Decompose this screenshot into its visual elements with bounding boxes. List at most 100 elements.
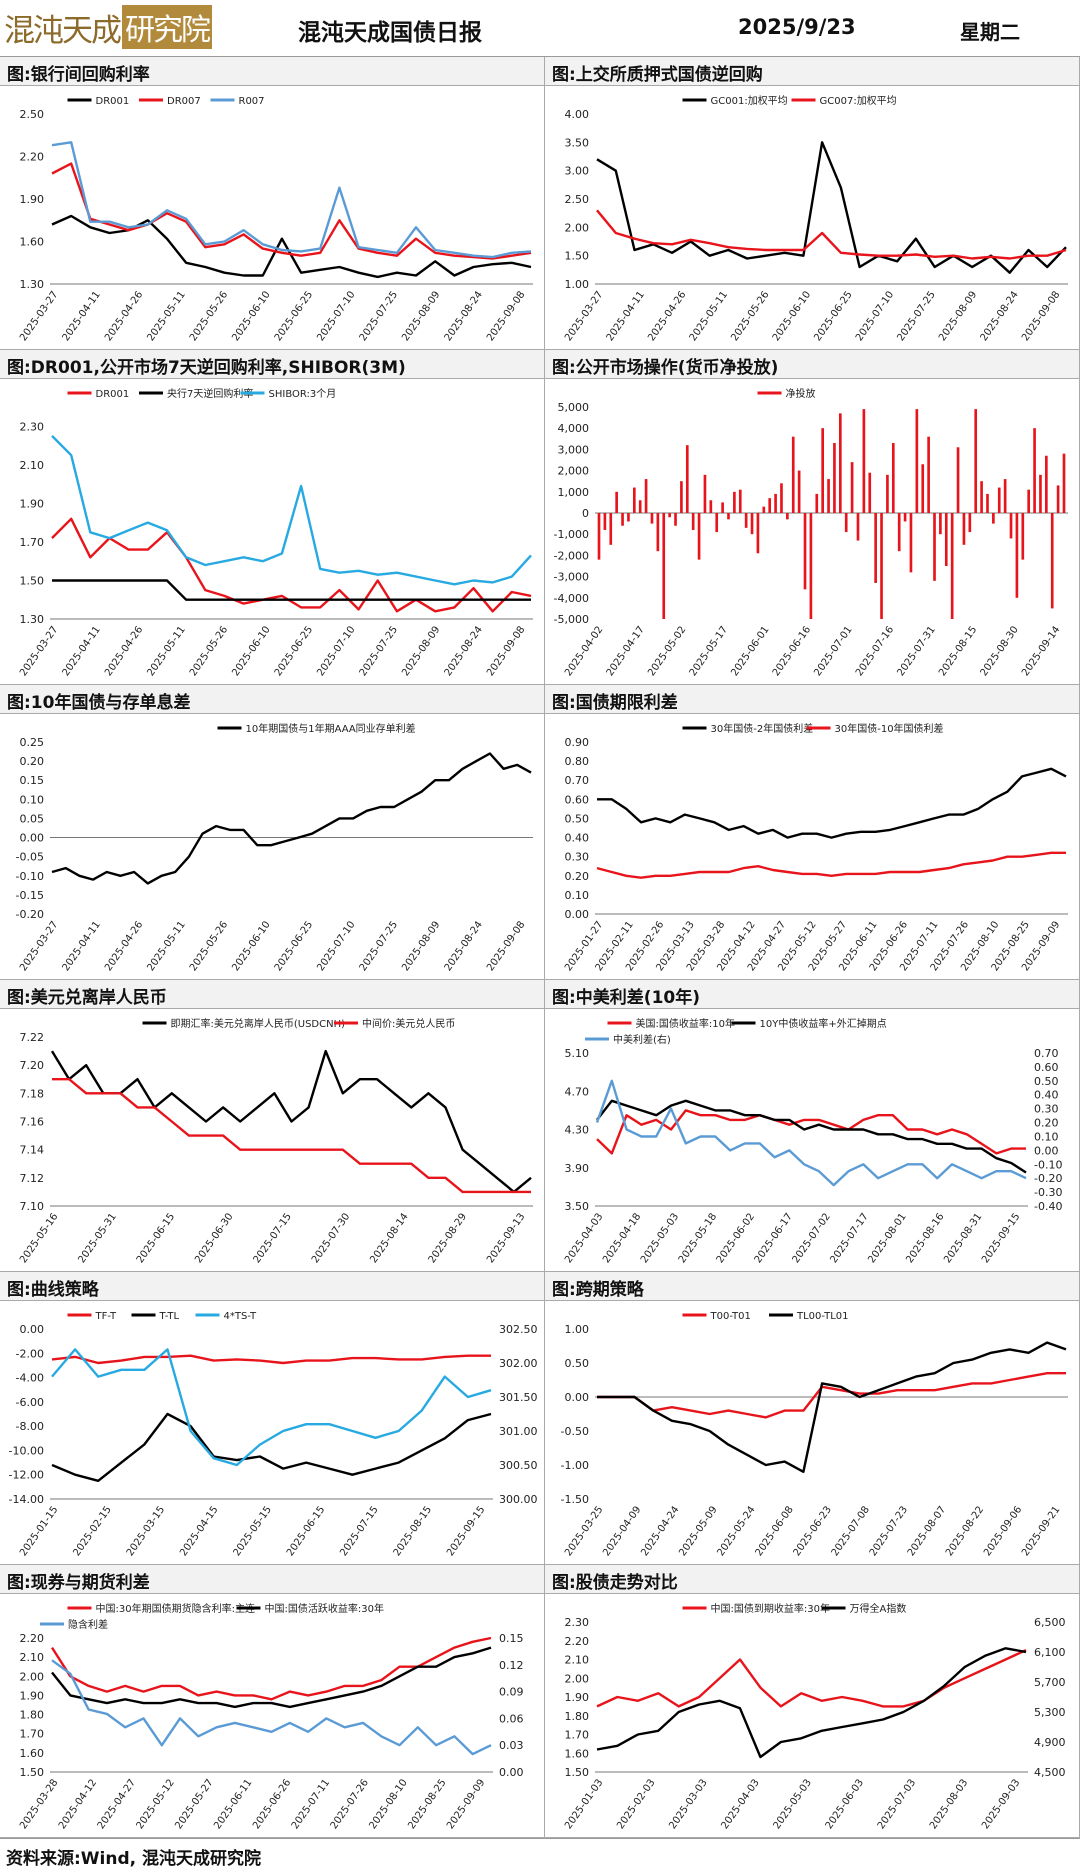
- y2-tick-label: 5,700: [1034, 1676, 1066, 1689]
- y-tick-label: 0.05: [20, 812, 45, 825]
- x-tick-label: 2025-04-26: [103, 624, 145, 678]
- x-axis: 2025-04-032025-04-182025-05-032025-05-18…: [563, 1211, 1022, 1265]
- x-tick-label: 2025-08-22: [944, 1504, 986, 1558]
- legend: T00-T01 TL00-TL01: [682, 1311, 849, 1322]
- y-tick-label: 1.60: [20, 1747, 45, 1760]
- y-tick-label: 3.90: [565, 1162, 590, 1175]
- chart-svg: TF-T T-TL 4*TS-T -14.00 -12.00 -10.00 -8.00 -6.…: [9, 1311, 538, 1558]
- legend-item: DR001: [67, 389, 129, 400]
- legend-item: 中美利差(右): [585, 1033, 671, 1046]
- chart-panel: 图:跨期策略 T00-T01 TL00-TL01 -1.50 -1.00 -0.50 0.0…: [545, 1272, 1080, 1565]
- legend-label: 中国:30年期国债期货隐含利率:主连: [96, 1602, 255, 1615]
- bar: [762, 506, 766, 513]
- bar: [874, 513, 877, 583]
- bar: [827, 479, 830, 513]
- bar: [838, 413, 842, 513]
- x-tick-label: 2025-09-15: [445, 1504, 487, 1558]
- x-tick-label: 2025-04-26: [103, 289, 145, 343]
- y2-tick-label: 301.00: [499, 1425, 538, 1438]
- y-tick-label: 0.10: [565, 889, 590, 902]
- y2-tick-label: 0.00: [499, 1766, 524, 1779]
- y-tick-label: -6.00: [16, 1396, 44, 1409]
- y-tick-label: 1.90: [20, 497, 45, 510]
- y-tick-label: 0.00: [20, 832, 45, 845]
- series-line: [51, 1646, 492, 1709]
- bar: [833, 443, 836, 513]
- legend-item: DR007: [139, 96, 201, 107]
- x-tick-label: 2025-06-15: [285, 1504, 327, 1558]
- y-tick-label: 7.22: [20, 1031, 45, 1044]
- x-tick-label: 2025-04-11: [61, 289, 103, 343]
- x-tick-label: 2025-05-11: [145, 624, 187, 678]
- y2-tick-label: 6,100: [1034, 1646, 1066, 1659]
- bar: [886, 474, 889, 513]
- legend-label: TL00-TL01: [796, 1311, 849, 1322]
- x-tick-label: 2025-08-25: [406, 1777, 448, 1831]
- bar: [744, 513, 748, 528]
- series-line: [51, 517, 532, 613]
- bar: [656, 513, 660, 552]
- x-tick-label: 2025-08-24: [443, 289, 485, 343]
- y2-tick-label: 5,300: [1034, 1706, 1066, 1719]
- x-axis: 2025-01-03 2025-02-03 2025-03-03 2025-04-03…: [563, 1777, 1022, 1831]
- y2-tick-label: 302.00: [499, 1357, 538, 1370]
- legend-item: GC007:加权平均: [791, 94, 897, 107]
- x-axis: 2025-03-252025-04-092025-04-242025-05-09…: [563, 1504, 1062, 1558]
- bar: [956, 447, 960, 513]
- y-tick-label: 2.50: [20, 108, 45, 121]
- x-axis: 2025-03-27 2025-04-11 2025-04-26 2025-05-11…: [18, 624, 527, 678]
- x-axis: 2025-04-02 2025-04-17 2025-05-02 2025-05-17…: [563, 624, 1062, 678]
- series-line: [51, 141, 532, 259]
- chart-title: 图:10年国债与存单息差: [0, 685, 544, 714]
- x-tick-label: 2025-06-17: [753, 1211, 795, 1265]
- x-axis: 2025-03-27 2025-04-11 2025-04-26 2025-05-11…: [18, 289, 527, 343]
- legend-item: TL00-TL01: [769, 1311, 849, 1322]
- x-tick-label: 2025-05-11: [145, 289, 187, 343]
- y2-tick-label: 0.30: [1034, 1103, 1059, 1116]
- x-tick-label: 2025-06-10: [230, 919, 272, 973]
- x-tick-label: 2025-04-12: [57, 1777, 99, 1831]
- logo-box: 研究院: [122, 5, 212, 49]
- y-tick-label: 3,000: [558, 443, 590, 456]
- chart-svg: 中国:国债到期收益率:30年 万得全A指数 1.50 1.60 1.70 1.80 1.90…: [563, 1602, 1066, 1831]
- legend-item: 10年期国债与1年期AAA同业存单利差: [217, 722, 416, 735]
- chart-panel: 图:曲线策略 TF-T T-TL 4*TS-T -14.00 -12.00 -10.00 -8…: [0, 1272, 545, 1565]
- y-tick-label: 2,000: [558, 465, 590, 478]
- legend: 净投放: [757, 387, 816, 400]
- chart-panel: 图:公开市场操作(货币净投放) 净投放 -5,000 -4,000 -3,000 -2,0…: [545, 350, 1080, 685]
- chart-title: 图:银行间回购利率: [0, 57, 544, 86]
- legend: DR001 DR007 R007: [67, 96, 265, 107]
- legend-label: 美国:国债收益率:10年: [636, 1017, 735, 1030]
- chart-svg: 净投放 -5,000 -4,000 -3,000 -2,000 -1,000 0 1,000 2…: [554, 387, 1068, 678]
- series-line: [596, 141, 1067, 274]
- y-tick-label: 5,000: [558, 401, 590, 414]
- x-tick-label: 2025-06-23: [792, 1504, 834, 1558]
- y-tick-label: 2.20: [20, 1632, 45, 1645]
- x-tick-label: 2025-06-02: [715, 1211, 757, 1265]
- bar: [803, 513, 807, 590]
- y-axis: 0.00 0.10 0.20 0.30 0.40 0.50 0.60 0.70 0.80 0.90: [565, 736, 590, 921]
- chart-panel: 图:美元兑离岸人民币 即期汇率:美元兑离岸人民币(USDCNH) 中间价:美元兑人民…: [0, 980, 545, 1272]
- y-tick-label: 2.10: [20, 1651, 45, 1664]
- x-tick-label: 2025-06-10: [771, 289, 813, 343]
- y-axis: -1.50 -1.00 -0.50 0.00 0.50 1.00: [561, 1323, 589, 1506]
- y-tick-label: -10.00: [9, 1444, 44, 1457]
- legend-item: SHIBOR:3个月: [240, 388, 336, 400]
- legend-label: 万得全A指数: [850, 1602, 907, 1615]
- y2-tick-label: -0.20: [1034, 1172, 1062, 1185]
- y2-tick-label: 0.09: [499, 1686, 524, 1699]
- legend-item: 万得全A指数: [821, 1602, 907, 1615]
- legend-item: 30年国债-2年国债利差: [682, 722, 813, 735]
- legend-label: 央行7天逆回购利率: [167, 387, 253, 400]
- bar: [709, 500, 713, 513]
- bar: [638, 500, 642, 513]
- bar: [891, 443, 895, 513]
- legend: TF-T T-TL 4*TS-T: [67, 1311, 257, 1322]
- legend-item: 净投放: [757, 387, 816, 400]
- legend-label: T-TL: [159, 1311, 180, 1322]
- legend: GC001:加权平均 GC007:加权平均: [682, 94, 897, 107]
- y-tick-label: 1.50: [565, 1766, 590, 1779]
- x-tick-label: 2025-07-11: [290, 1777, 332, 1831]
